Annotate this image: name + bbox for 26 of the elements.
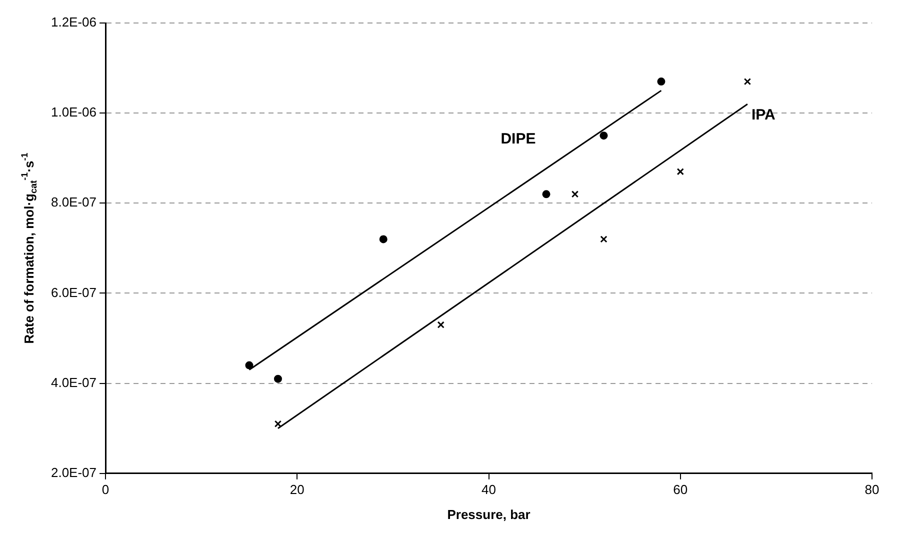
point <box>657 78 666 86</box>
series-label: IPA <box>752 106 776 124</box>
x-tick-label: 60 <box>673 482 688 497</box>
y-tick-label: 1.0E-06 <box>50 104 97 120</box>
x-axis-title: Pressure, bar <box>447 506 530 522</box>
point <box>274 374 282 383</box>
y-tick-label: 2.0E-07 <box>50 464 97 480</box>
point <box>676 168 684 176</box>
y-axis-title: Rate of formation, mol·gcat-1·s-1 <box>19 152 38 344</box>
point <box>542 190 550 198</box>
point <box>600 132 608 140</box>
x-tick-label: 20 <box>290 482 304 497</box>
y-tick-label: 8.0E-07 <box>50 194 97 210</box>
y-tick-label: 4.0E-07 <box>50 374 97 390</box>
point <box>437 321 444 328</box>
x-tick-label: 80 <box>864 482 880 497</box>
point <box>379 235 388 244</box>
point <box>571 190 579 198</box>
point <box>600 236 608 243</box>
text: DIPE <box>500 130 536 148</box>
y-tick-label: 6.0E-07 <box>50 284 97 300</box>
x-tick-label: 40 <box>482 482 496 497</box>
point <box>245 361 254 370</box>
x-tick-label: 0 <box>102 482 110 497</box>
y-tick-label: 1.2E-06 <box>50 14 97 30</box>
point <box>744 78 752 86</box>
